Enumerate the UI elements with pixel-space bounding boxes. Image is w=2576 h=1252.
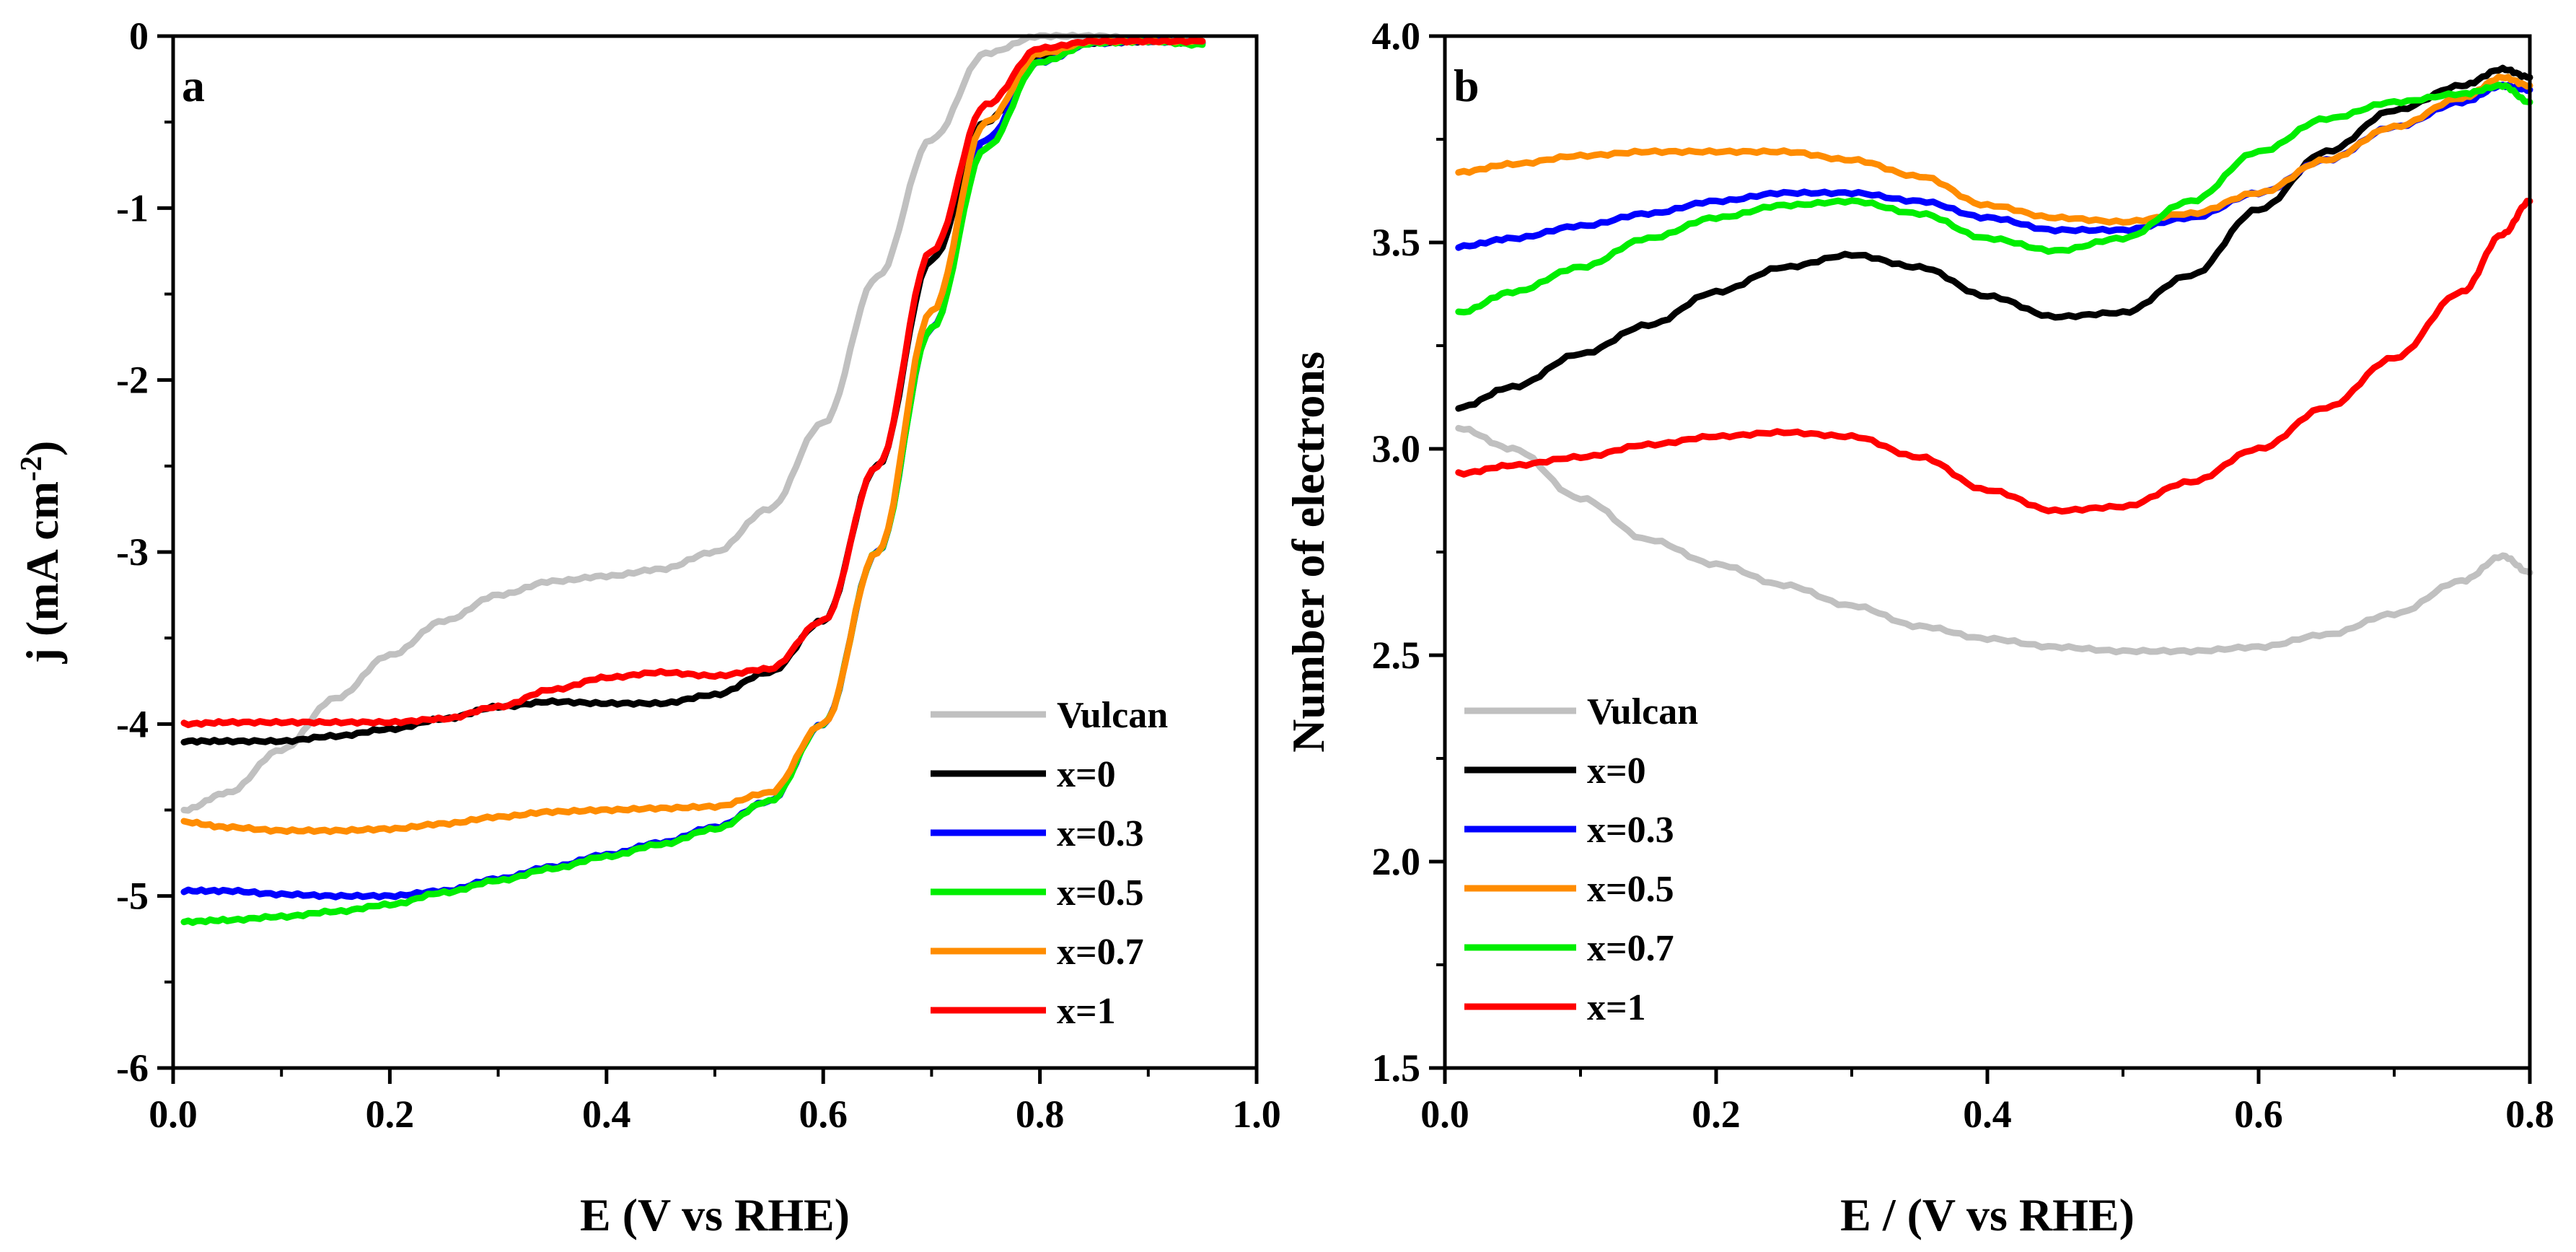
series-line-x-1 xyxy=(1455,198,2533,515)
series-line-x-0-7 xyxy=(180,37,1206,836)
y-tick-label: -4 xyxy=(116,702,149,745)
legend-label: Vulcan xyxy=(1587,691,1698,732)
y-tick-label: 2.0 xyxy=(1372,840,1421,883)
legend-label: x=0.5 xyxy=(1057,872,1144,914)
legend-label: x=0.3 xyxy=(1587,810,1674,851)
panel-b-series-group xyxy=(1455,64,2533,656)
panel-a-y-axis-title-close: ) xyxy=(17,441,68,456)
legend-label: x=0.7 xyxy=(1057,932,1144,973)
x-tick-label: 0.2 xyxy=(1692,1093,1741,1136)
panel-a-legend: Vulcan x=0 x=0.3 x=0.5 x=0.7 x=1 xyxy=(931,695,1168,1032)
legend-label: x=0 xyxy=(1057,754,1116,795)
panel-b-legend: Vulcan x=0 x=0.3 x=0.5 x=0.7 x=1 xyxy=(1464,691,1698,1028)
x-tick-label: 0.4 xyxy=(582,1093,631,1136)
panel-b-x-axis-title: E / (V vs RHE) xyxy=(1840,1189,2135,1240)
panel-a-y-axis-title-main: j (mA cm xyxy=(17,481,68,664)
series-line-x-0-5 xyxy=(1455,74,2533,226)
panel-a-y-axis-title-superscript: -2 xyxy=(15,456,48,481)
panel-a-y-axis-title: j (mA cm-2) xyxy=(15,441,68,665)
series-line-x-0-7 xyxy=(1455,82,2533,316)
legend-label: x=0.3 xyxy=(1057,813,1144,854)
y-tick-label: -1 xyxy=(116,186,149,229)
panel-a-plot-frame xyxy=(171,34,1259,1070)
x-tick-label: 0.4 xyxy=(1963,1093,2012,1136)
y-tick-label: 3.0 xyxy=(1372,427,1421,470)
y-tick-label: -3 xyxy=(116,530,149,574)
y-tick-label: -2 xyxy=(116,359,149,402)
legend-label: Vulcan xyxy=(1057,695,1168,736)
panel-b-label: b xyxy=(1454,60,1480,111)
series-line-vulcan xyxy=(1455,424,2533,656)
x-tick-label: 0.6 xyxy=(799,1093,848,1136)
series-line-x-0-5 xyxy=(180,37,1206,927)
y-tick-label: -6 xyxy=(116,1046,149,1090)
y-tick-label: 1.5 xyxy=(1372,1046,1421,1090)
x-tick-label: 0.0 xyxy=(1420,1093,1469,1136)
panel-a-x-axis-title: E (V vs RHE) xyxy=(580,1189,850,1240)
panel-a-axes: 0.0 0.2 0.4 0.6 0.8 1.0 0 -1 -2 -3 -4 -5 -6 xyxy=(116,14,1281,1136)
x-tick-label: 0.6 xyxy=(2234,1093,2283,1136)
panel-b-axes: 0.0 0.2 0.4 0.6 0.8 1.5 2.0 2.5 3.0 3.5 4.0 xyxy=(1372,14,2554,1136)
panel-a-chart: 0.0 0.2 0.4 0.6 0.8 1.0 0 -1 -2 -3 -4 -5 -6 a E (V v… xyxy=(15,14,1281,1240)
x-tick-label: 1.0 xyxy=(1232,1093,1281,1136)
y-tick-label: 2.5 xyxy=(1372,634,1421,677)
legend-label: x=0.7 xyxy=(1587,928,1674,969)
legend-label: x=0 xyxy=(1587,750,1646,792)
panel-b-chart: 0.0 0.2 0.4 0.6 0.8 1.5 2.0 2.5 3.0 3.5 4.0 b E / … xyxy=(1283,14,2554,1240)
legend-label: x=1 xyxy=(1587,987,1646,1028)
legend-label: x=1 xyxy=(1057,991,1116,1032)
y-tick-label: -5 xyxy=(116,875,149,918)
panel-a-label: a xyxy=(182,60,205,111)
series-line-x-1 xyxy=(180,37,1206,729)
y-tick-label: 3.5 xyxy=(1372,221,1421,264)
y-tick-label: 4.0 xyxy=(1372,14,1421,58)
legend-label: x=0.5 xyxy=(1587,869,1674,910)
panel-b-y-axis-title: Number of electrons xyxy=(1283,351,1334,753)
x-tick-label: 0.8 xyxy=(2505,1093,2554,1136)
x-tick-label: 0.2 xyxy=(366,1093,415,1136)
x-tick-label: 0.8 xyxy=(1016,1093,1065,1136)
series-line-x-0 xyxy=(1455,64,2533,412)
x-tick-label: 0.0 xyxy=(149,1093,198,1136)
y-tick-label: 0 xyxy=(129,14,149,58)
panel-b-plot-frame xyxy=(1443,34,2532,1070)
panel-a-series-group xyxy=(180,31,1206,927)
